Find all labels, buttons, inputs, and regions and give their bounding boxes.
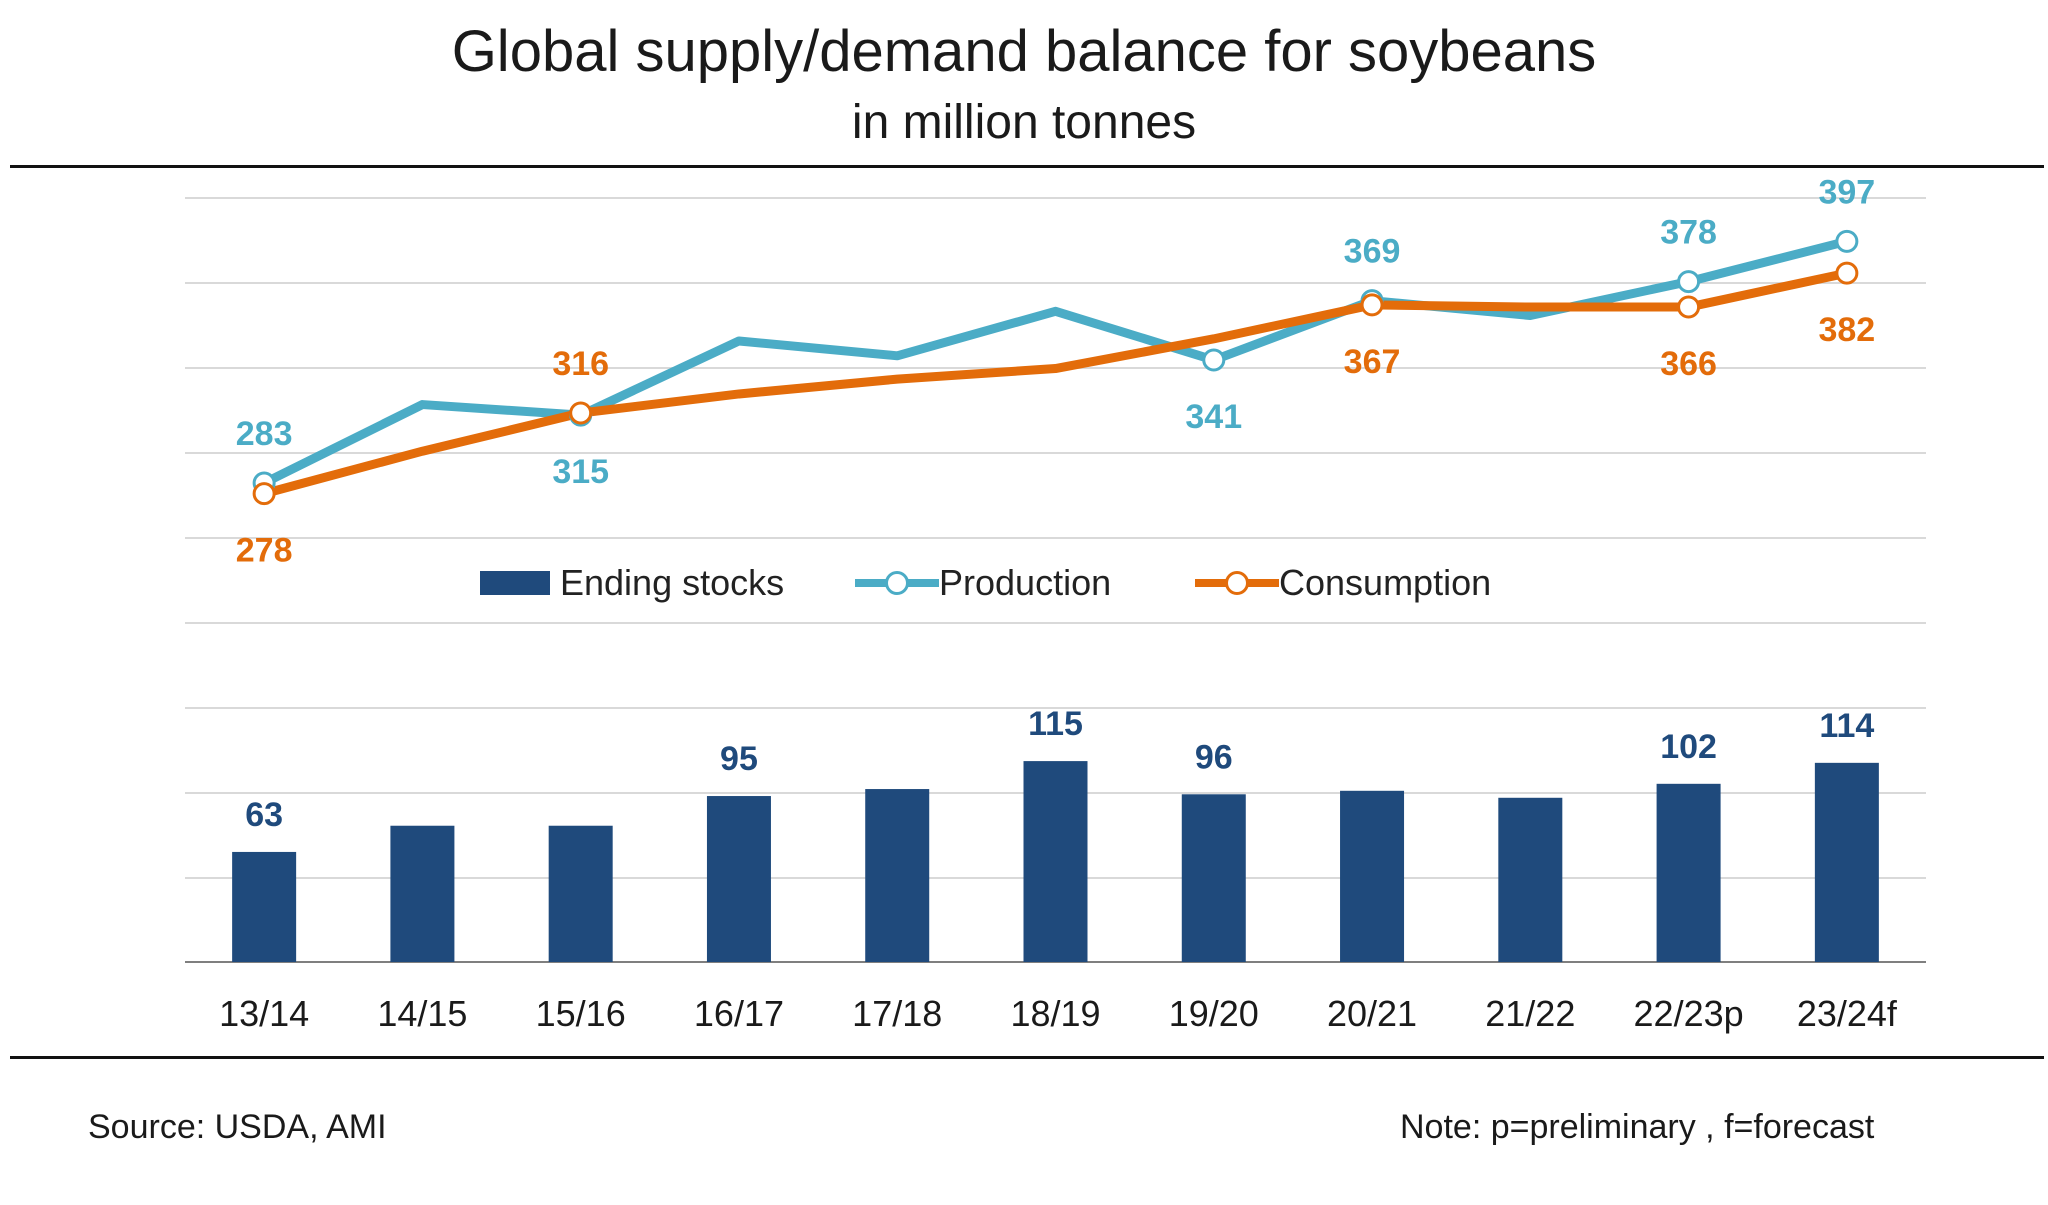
consumption-marker	[1835, 261, 1859, 285]
bar-ending-stocks	[548, 825, 613, 962]
data-label-ending-stocks: 63	[245, 796, 283, 834]
x-tick-label: 18/19	[1010, 993, 1100, 1034]
data-label-consumption: 278	[236, 532, 293, 570]
bar-ending-stocks	[1181, 794, 1246, 962]
chart-subtitle: in million tonnes	[851, 96, 1197, 149]
x-tick-label: 16/17	[694, 993, 784, 1034]
consumption-marker	[1677, 295, 1701, 319]
x-tick-label: 21/22	[1485, 993, 1575, 1034]
bar-ending-stocks	[1340, 790, 1405, 962]
production-swatch	[855, 563, 939, 603]
legend-label-production: Production	[939, 562, 1112, 603]
x-tick-label: 22/23p	[1634, 993, 1744, 1034]
bar-ending-stocks	[1023, 761, 1088, 962]
chart-title: Global supply/demand balance for soybean…	[451, 19, 1597, 84]
x-tick-label: 15/16	[536, 993, 626, 1034]
consumption-line	[259, 268, 1852, 499]
ending-stocks-bars	[232, 761, 1879, 962]
data-label-consumption: 316	[552, 345, 609, 383]
footnote: Note: p=preliminary , f=forecast	[1400, 1108, 1875, 1146]
production-marker	[1202, 348, 1226, 372]
x-tick-label: 20/21	[1327, 993, 1417, 1034]
data-label-consumption: 367	[1344, 343, 1401, 381]
bar-ending-stocks	[706, 796, 771, 962]
consumption-swatch	[1195, 563, 1279, 603]
x-tick-label: 14/15	[377, 993, 467, 1034]
bar-ending-stocks	[1656, 783, 1721, 962]
legend-label-ending-stocks: Ending stocks	[560, 562, 785, 603]
production-line	[259, 236, 1852, 488]
legend-item-consumption: Consumption	[1195, 558, 1491, 608]
data-label-production: 378	[1660, 214, 1717, 252]
x-tick-label: 19/20	[1169, 993, 1259, 1034]
lines-layer	[252, 229, 1859, 506]
data-label-ending-stocks: 115	[1028, 705, 1083, 743]
consumption-marker	[569, 401, 593, 425]
data-label-ending-stocks: 96	[1195, 738, 1233, 776]
legend-item-ending-stocks: Ending stocks	[480, 558, 784, 608]
data-labels: 63 95 115 96 102 114 283 315 341 369 378 397 278 316 3…	[236, 173, 1875, 834]
data-label-consumption: 382	[1818, 311, 1875, 349]
x-axis-ticks: 13/14 14/15 15/16 16/17 17/18 18/19 19/20 20/21…	[219, 993, 1898, 1034]
legend: Ending stocks Production Consumption	[0, 558, 2048, 608]
data-label-ending-stocks: 102	[1660, 728, 1717, 766]
bar-ending-stocks	[232, 851, 297, 962]
bar-ending-stocks	[865, 789, 930, 962]
bar-ending-stocks	[1498, 797, 1563, 962]
data-label-production: 397	[1818, 173, 1875, 211]
legend-item-production: Production	[855, 558, 1111, 608]
data-label-production: 315	[552, 453, 609, 491]
consumption-marker	[1360, 293, 1384, 317]
production-marker	[1677, 270, 1701, 294]
data-label-production: 369	[1344, 233, 1401, 271]
data-label-consumption: 366	[1660, 345, 1717, 383]
bottom-rule	[10, 1056, 2044, 1059]
x-tick-label: 13/14	[219, 993, 309, 1034]
top-rule	[10, 165, 2044, 168]
x-tick-label: 23/24f	[1797, 993, 1898, 1034]
x-tick-label: 17/18	[852, 993, 942, 1034]
data-label-ending-stocks: 95	[720, 740, 758, 778]
bar-ending-stocks	[1814, 762, 1879, 962]
production-marker	[1835, 229, 1859, 253]
source-note: Source: USDA, AMI	[88, 1108, 387, 1146]
legend-label-consumption: Consumption	[1279, 562, 1492, 603]
bar-ending-stocks	[390, 825, 455, 962]
data-label-production: 341	[1185, 398, 1242, 436]
data-label-production: 283	[236, 415, 293, 453]
consumption-marker	[252, 482, 276, 506]
ending-stocks-swatch	[480, 571, 550, 595]
data-label-ending-stocks: 114	[1819, 707, 1874, 745]
